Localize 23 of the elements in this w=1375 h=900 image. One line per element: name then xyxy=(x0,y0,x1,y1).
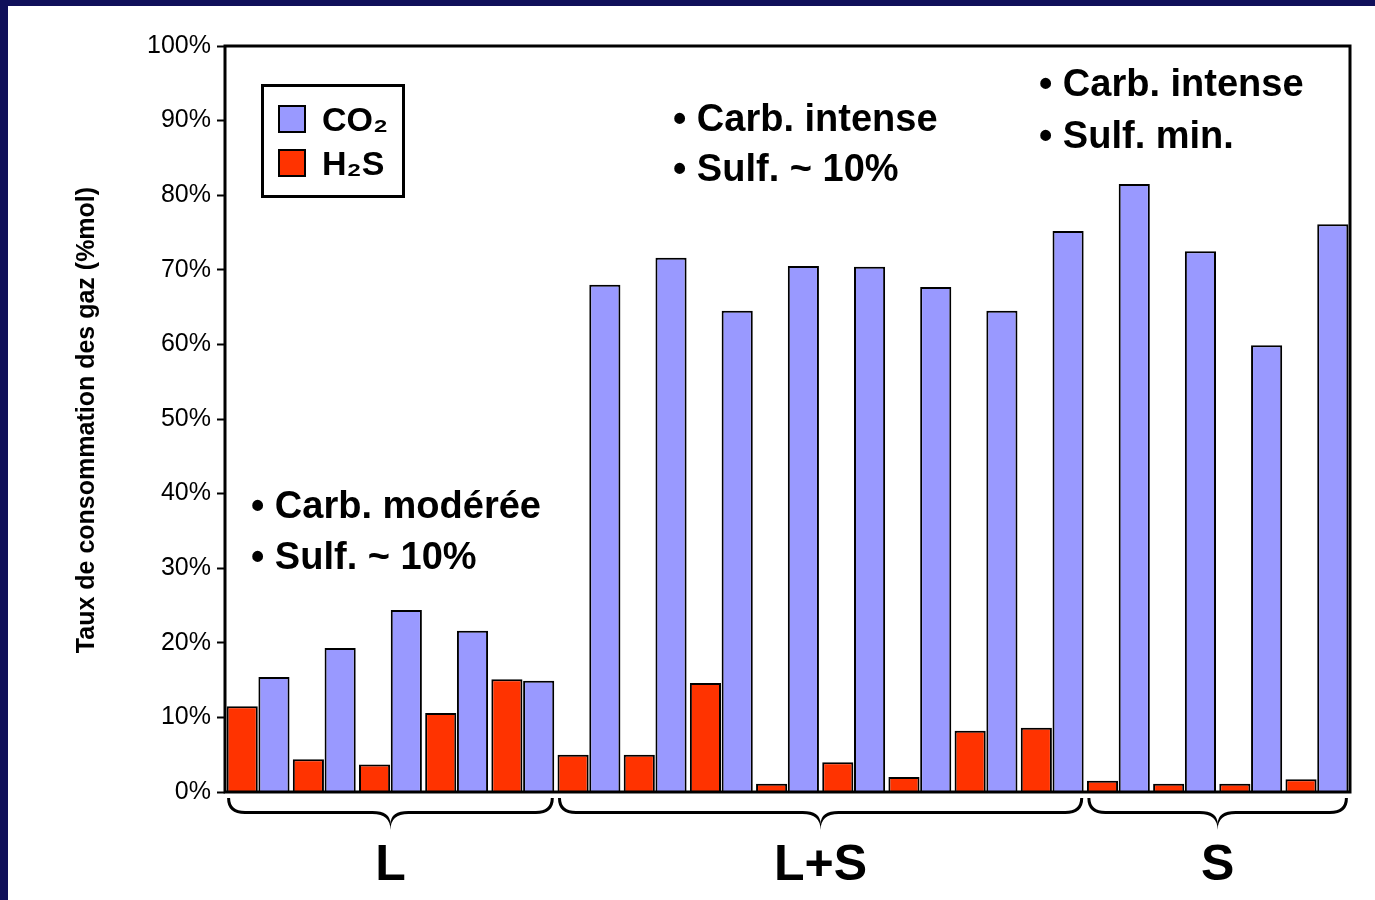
y-tick-label: 10% xyxy=(160,701,211,730)
text: L+S xyxy=(774,835,868,891)
annotation: • Carb. intense xyxy=(673,97,938,139)
y-tick-label: 80% xyxy=(160,179,211,208)
annotation: • Carb. intense xyxy=(1039,62,1304,104)
y-tick-label: 90% xyxy=(160,104,211,133)
annotation: • Sulf. min. xyxy=(1039,114,1234,156)
text: L xyxy=(375,835,406,891)
annotation: • Sulf. ~ 10% xyxy=(673,147,899,189)
text: S xyxy=(1200,835,1235,891)
legend-label: H₂S xyxy=(322,143,385,184)
y-tick-label: 20% xyxy=(160,626,211,655)
annotation: • Sulf. ~ 10% xyxy=(251,535,477,577)
y-tick-label: 100% xyxy=(147,29,211,58)
y-tick-label: 50% xyxy=(160,402,211,431)
legend-label: CO₂ xyxy=(322,99,389,140)
y-tick-label: 0% xyxy=(174,775,211,804)
y-axis-title: Taux de consommation des gaz (%mol) xyxy=(70,186,100,654)
y-tick-label: 40% xyxy=(160,477,211,506)
y-tick-label: 60% xyxy=(160,328,211,357)
y-tick-label: 30% xyxy=(160,552,211,581)
y-tick-label: 70% xyxy=(160,253,211,282)
annotation: • Carb. modérée xyxy=(251,484,541,526)
